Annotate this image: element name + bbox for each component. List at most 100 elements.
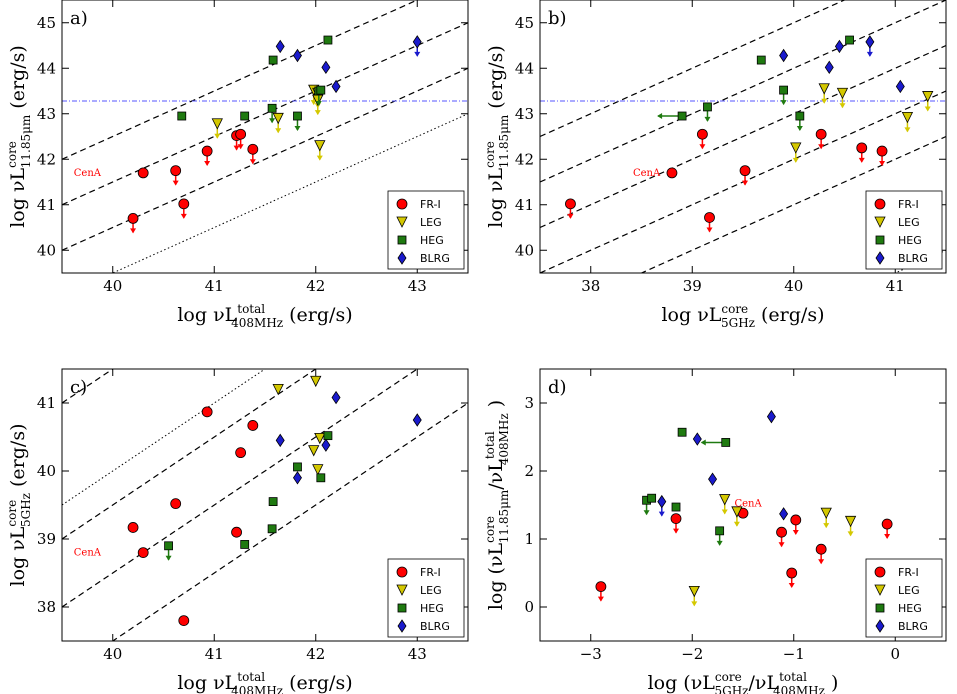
legend-marker-fr-i <box>874 198 886 210</box>
x-tick-label: −1 <box>783 645 805 663</box>
y-tick-label: 42 <box>37 150 56 168</box>
legend-marker-leg <box>874 216 886 228</box>
upper-limit-arrowhead <box>316 155 323 161</box>
data-point-leg <box>312 94 324 116</box>
marker-leg <box>901 111 914 124</box>
data-point-fr-i <box>856 142 868 163</box>
data-point-fr-i <box>739 165 751 186</box>
data-point-blrg <box>412 413 422 427</box>
marker-fr-i <box>247 143 259 155</box>
data-point-fr-i <box>127 212 139 234</box>
x-tick-label: 42 <box>306 645 325 663</box>
panel-label: c) <box>70 377 87 398</box>
y-tick-label: 0 <box>524 598 534 616</box>
upper-limit-arrowhead <box>884 534 891 540</box>
marker-leg <box>272 383 284 396</box>
marker-heg <box>671 502 681 512</box>
y-tick-label: 39 <box>37 530 56 548</box>
upper-limit-arrowhead <box>237 144 244 150</box>
legend: FR-I LEG HEG BLRG <box>865 190 943 270</box>
y-tick-label: 3 <box>524 394 534 412</box>
data-point-heg <box>268 55 278 65</box>
upper-limit-arrowhead <box>788 583 795 588</box>
marker-fr-i <box>201 406 213 418</box>
data-point-leg <box>901 111 914 133</box>
data-point-blrg <box>865 35 875 57</box>
data-point-heg <box>323 431 333 441</box>
legend-marker-fr-i <box>396 198 408 210</box>
y-tick-label: 44 <box>37 59 56 77</box>
y-tick-label: 40 <box>515 241 534 259</box>
legend-marker-heg <box>397 603 407 613</box>
panel-d: CenA −3 −2 −1 0 0 1 2 3 d) FR-I LEG HEG BLRG log (νLco… <box>483 368 947 694</box>
marker-heg <box>721 438 731 447</box>
legend-marker-heg <box>397 235 407 245</box>
cena-annotation: CenA <box>74 548 102 559</box>
marker-heg <box>715 526 725 536</box>
data-point-leg <box>211 118 223 139</box>
data-point-fr-i <box>876 145 888 167</box>
marker-heg <box>164 541 173 551</box>
upper-limit-arrowhead <box>847 531 854 537</box>
marker-leg <box>836 87 849 100</box>
upper-limit-arrowhead <box>742 180 749 186</box>
plot-area <box>62 369 468 641</box>
marker-heg <box>240 540 250 549</box>
upper-limit-arrowhead <box>597 596 604 602</box>
marker-blrg <box>321 438 331 452</box>
marker-heg <box>268 55 278 65</box>
dotted-reference-line <box>62 369 266 506</box>
marker-heg <box>845 35 854 45</box>
y-tick-label: 41 <box>37 394 56 412</box>
data-point-leg <box>688 585 700 607</box>
x-tick-label: 38 <box>581 277 600 295</box>
x-tick-label: 39 <box>683 277 702 295</box>
data-point-blrg <box>834 39 844 54</box>
marker-fr-i <box>876 145 888 157</box>
data-point-heg <box>293 111 302 132</box>
marker-fr-i <box>235 447 247 459</box>
y-tick-label: 45 <box>515 14 534 32</box>
axes-frame <box>61 368 469 642</box>
dashed-reference-line <box>540 0 846 138</box>
data-point-fr-i <box>666 167 678 179</box>
data-point-leg <box>790 142 802 163</box>
y-axis-label: log νLcore11.85μm (erg/s) <box>5 45 33 228</box>
data-point-leg <box>818 83 830 104</box>
upper-limit-arrowhead <box>658 511 665 517</box>
x-tick-label: 0 <box>890 645 900 663</box>
legend-label-fr-i: FR-I <box>420 566 441 579</box>
legend-marker-heg <box>875 235 885 245</box>
data-point-fr-i <box>565 198 576 219</box>
marker-heg <box>240 111 250 121</box>
x-limit-arrowhead <box>700 439 706 446</box>
x-tick-label: 40 <box>103 277 122 295</box>
upper-limit-arrowhead <box>796 126 803 132</box>
axes-frame <box>539 0 947 274</box>
plot-area <box>540 0 946 273</box>
marker-heg <box>795 111 805 121</box>
marker-fr-i <box>697 128 708 140</box>
legend-label-heg: HEG <box>898 234 922 247</box>
marker-leg <box>308 445 320 457</box>
marker-leg <box>688 585 700 598</box>
data-point-heg <box>267 103 277 124</box>
legend-label-leg: LEG <box>420 584 442 597</box>
data-point-fr-i <box>235 447 247 459</box>
data-point-leg <box>314 432 326 445</box>
legend-label-blrg: BLRG <box>420 620 450 633</box>
legend-label-heg: HEG <box>898 602 922 615</box>
upper-limit-arrowhead <box>716 540 723 546</box>
marker-blrg <box>412 413 422 427</box>
marker-blrg <box>292 471 302 485</box>
dashed-reference-line <box>62 0 419 160</box>
legend-marker-leg <box>396 584 408 596</box>
marker-leg <box>314 140 326 152</box>
upper-limit-arrowhead <box>721 509 728 515</box>
upper-limit-arrowhead <box>706 227 713 233</box>
marker-blrg <box>321 60 331 75</box>
legend: FR-I LEG HEG BLRG <box>387 558 465 638</box>
upper-limit-arrowhead <box>315 101 322 106</box>
data-point-leg <box>308 445 320 457</box>
